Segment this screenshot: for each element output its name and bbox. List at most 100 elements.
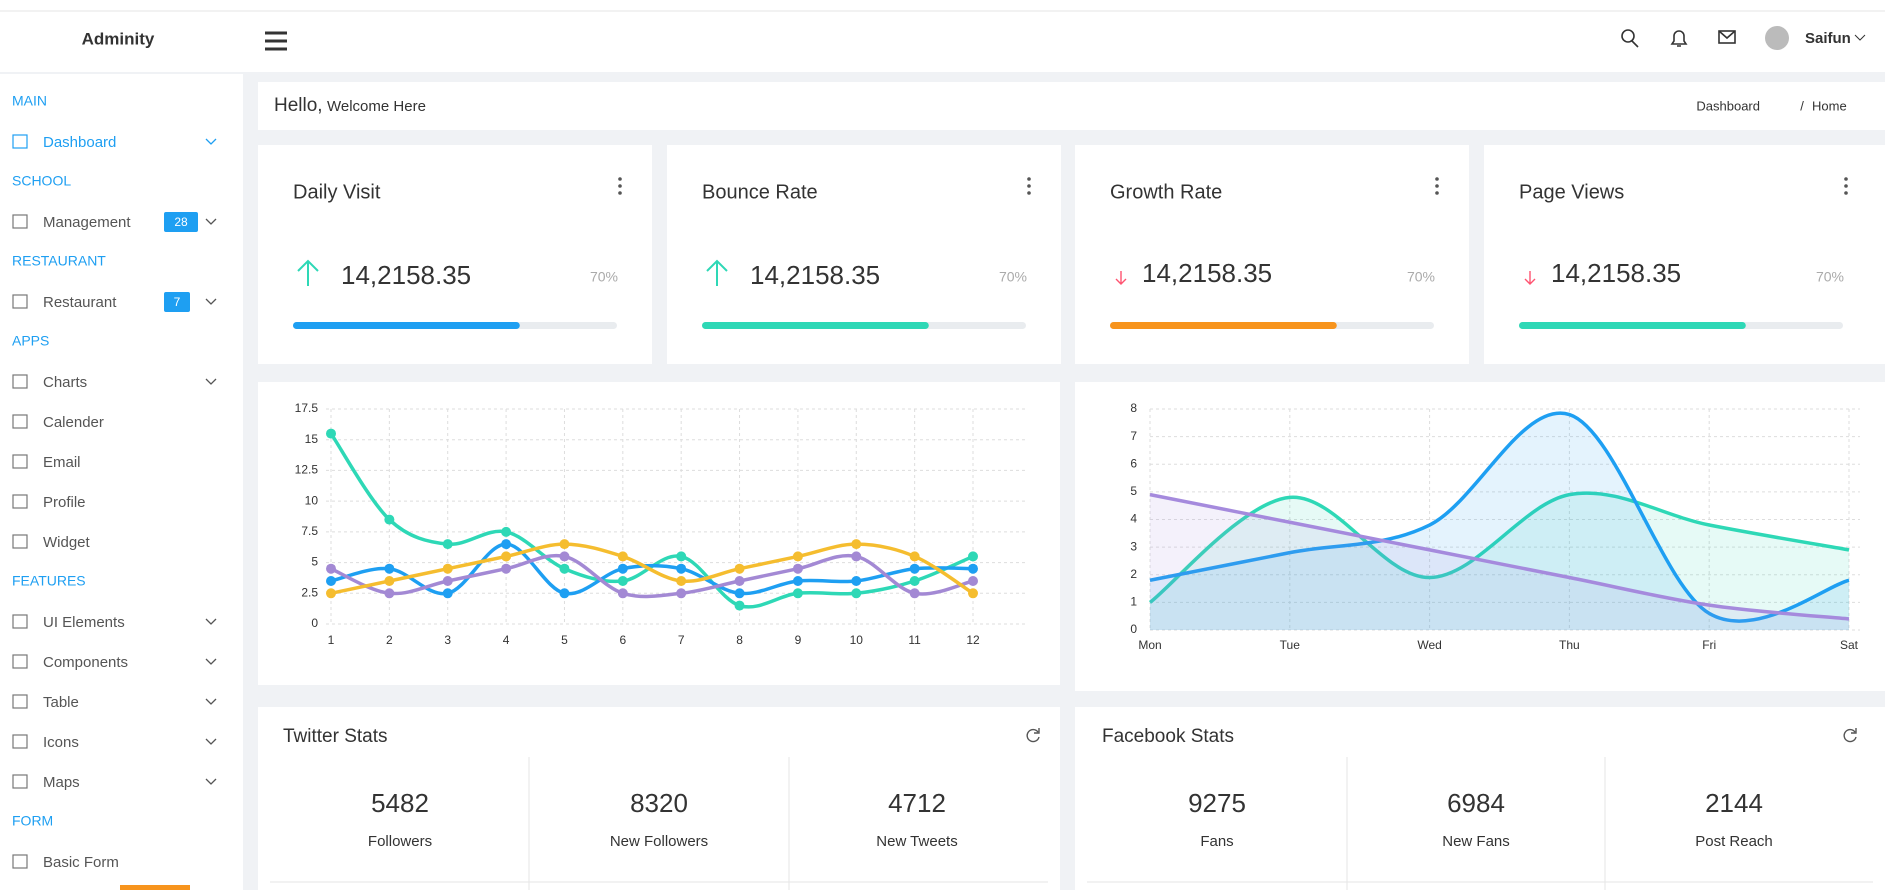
breadcrumb[interactable]: Dashboard	[1696, 98, 1760, 113]
y-tick-label: 7.5	[301, 524, 318, 538]
submenu-caret[interactable]	[205, 778, 217, 785]
card-menu-dot[interactable]	[1435, 184, 1439, 188]
submenu-caret[interactable]	[205, 738, 217, 745]
point	[617, 588, 628, 599]
sidebar-item[interactable]: Basic Form	[43, 854, 119, 871]
card-menu-dot[interactable]	[1027, 177, 1031, 181]
sidebar-item[interactable]: UI Elements	[43, 614, 125, 631]
point	[909, 588, 920, 599]
sidebar-section: APPS	[12, 333, 49, 349]
avatar[interactable]	[1765, 26, 1789, 50]
sidebar-icon	[12, 734, 28, 749]
submenu-caret[interactable]	[205, 298, 217, 305]
refresh-icon[interactable]	[1026, 728, 1040, 743]
point	[909, 551, 920, 562]
point	[676, 588, 687, 599]
card-menu-dot[interactable]	[618, 191, 622, 195]
card-menu-dot[interactable]	[618, 184, 622, 188]
point	[676, 551, 687, 562]
x-tick-label: 12	[966, 633, 980, 647]
sidebar-item[interactable]: Calender	[43, 414, 104, 431]
sidebar-item[interactable]: Dashboard	[43, 134, 116, 151]
progress-label: 70%	[590, 269, 618, 285]
sidebar-section: FEATURES	[12, 573, 86, 589]
y-tick-label: 3	[1130, 539, 1137, 553]
submenu-caret[interactable]	[205, 378, 217, 385]
point	[501, 551, 512, 562]
y-tick-label: 5	[311, 555, 318, 569]
card-title: Daily Visit	[293, 181, 381, 203]
x-tick-label: 6	[619, 633, 626, 647]
area	[1150, 493, 1849, 630]
point	[792, 563, 803, 574]
stat-value: 5482	[371, 788, 429, 818]
card-menu-dot[interactable]	[1027, 191, 1031, 195]
line	[1149, 411, 1850, 623]
card-menu-dot[interactable]	[1435, 177, 1439, 181]
point	[792, 551, 803, 562]
sidebar-item[interactable]: Management	[43, 214, 131, 231]
point	[384, 576, 395, 586]
logo[interactable]: Adminity	[82, 29, 155, 48]
x-tick-label: 1	[328, 633, 335, 647]
point	[384, 563, 395, 574]
sidebar-item[interactable]: Charts	[43, 374, 87, 391]
point	[676, 563, 687, 574]
sidebar-icon	[12, 134, 28, 149]
y-tick-label: 5	[1130, 484, 1137, 498]
area	[1150, 494, 1849, 630]
sidebar-item[interactable]: Restaurant	[43, 294, 117, 311]
submenu-caret[interactable]	[205, 658, 217, 665]
x-tick-label: 7	[678, 633, 685, 647]
point	[326, 576, 336, 586]
user-name[interactable]: Saifun	[1805, 30, 1851, 47]
x-tick-label: 5	[561, 633, 568, 647]
point	[968, 588, 978, 599]
sidebar-icon	[12, 414, 28, 429]
sidebar-item[interactable]: Components	[43, 654, 128, 671]
badge-text: 7	[174, 295, 181, 309]
sidebar-icon	[12, 654, 28, 669]
point	[968, 563, 978, 574]
header-icons[interactable]	[1621, 29, 1736, 48]
point	[326, 428, 336, 439]
trend-arrow	[706, 259, 728, 286]
refresh-icon[interactable]	[1843, 728, 1857, 743]
y-tick-label: 10	[305, 493, 319, 507]
point	[617, 576, 628, 586]
greeting-bar	[258, 82, 1885, 130]
submenu-caret[interactable]	[205, 138, 217, 145]
stat-label: Followers	[368, 833, 432, 850]
point	[676, 576, 687, 586]
submenu-caret[interactable]	[205, 698, 217, 705]
card-menu-dot[interactable]	[618, 177, 622, 181]
stats-title: Facebook Stats	[1102, 726, 1234, 747]
sidebar-item[interactable]: Icons	[43, 734, 79, 751]
point	[384, 588, 395, 599]
point	[851, 588, 862, 599]
card-menu-dot[interactable]	[1844, 184, 1848, 188]
sidebar-section: FORM	[12, 813, 53, 829]
sidebar-item[interactable]: Email	[43, 454, 81, 471]
sidebar-item[interactable]: Profile	[43, 494, 86, 511]
point	[326, 588, 336, 599]
card-menu-dot[interactable]	[1844, 177, 1848, 181]
card-menu-dot[interactable]	[1435, 191, 1439, 195]
menu-toggle[interactable]	[265, 31, 287, 51]
point	[968, 576, 978, 586]
sidebar-item[interactable]: Widget	[43, 534, 91, 551]
breadcrumb[interactable]: Home	[1812, 98, 1847, 113]
sidebar-item[interactable]: Maps	[43, 774, 80, 791]
submenu-caret[interactable]	[205, 218, 217, 225]
card-menu-dot[interactable]	[1027, 184, 1031, 188]
submenu-caret[interactable]	[205, 618, 217, 625]
card-menu-dot[interactable]	[1844, 191, 1848, 195]
card-value: 14,2158.35	[1551, 258, 1681, 288]
sidebar-item[interactable]: Table	[43, 694, 79, 711]
point	[442, 539, 453, 550]
user-caret[interactable]	[1854, 34, 1866, 41]
line	[330, 553, 974, 599]
point	[326, 563, 336, 574]
sidebar-icon	[12, 374, 28, 389]
